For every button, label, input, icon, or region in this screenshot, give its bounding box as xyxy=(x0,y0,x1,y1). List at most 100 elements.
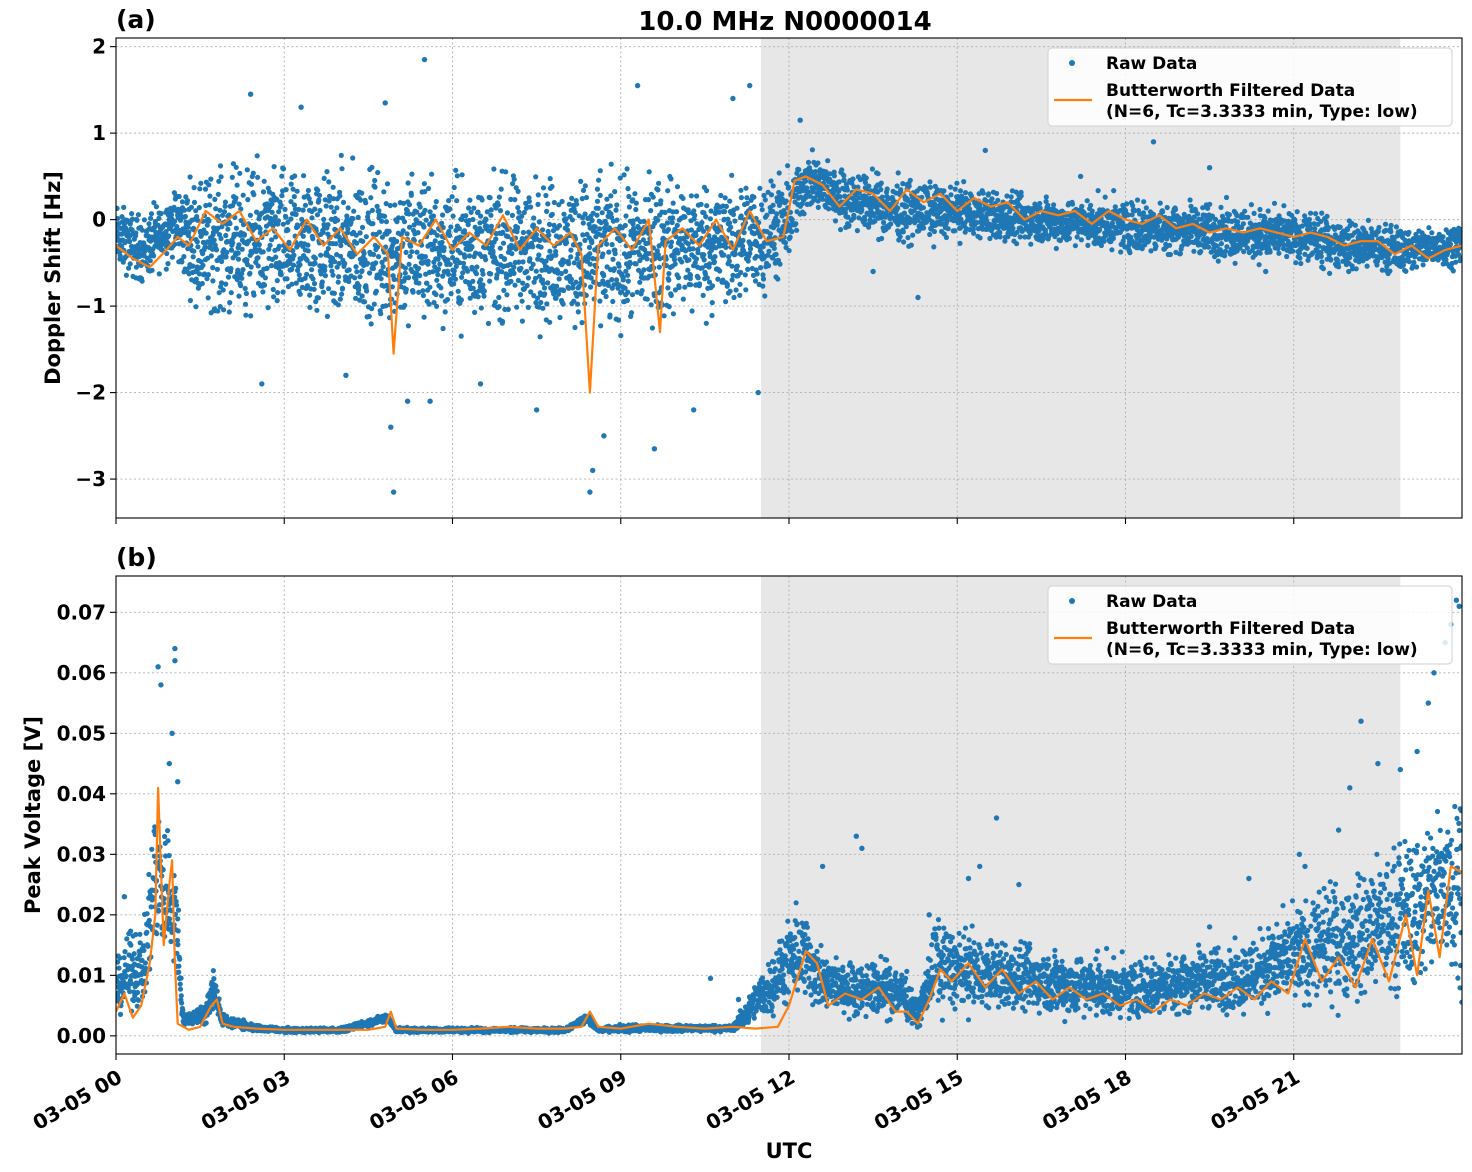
data-point xyxy=(518,265,524,271)
data-point xyxy=(269,201,275,207)
data-point xyxy=(345,226,351,232)
data-point xyxy=(233,164,239,170)
data-point xyxy=(251,192,257,198)
data-point xyxy=(563,216,569,222)
data-point xyxy=(566,201,572,207)
data-point xyxy=(508,196,514,202)
data-point xyxy=(831,173,838,179)
data-point xyxy=(519,236,525,242)
data-point xyxy=(747,250,753,256)
data-point xyxy=(215,191,221,197)
data-point xyxy=(1037,200,1043,207)
data-point xyxy=(424,280,430,286)
data-point xyxy=(689,308,695,314)
data-point xyxy=(625,278,631,284)
data-point xyxy=(1393,224,1399,230)
data-point xyxy=(1130,202,1136,209)
data-point xyxy=(541,285,548,291)
data-point xyxy=(863,175,869,181)
data-point xyxy=(127,238,133,245)
data-point xyxy=(839,167,845,173)
data-point xyxy=(265,305,271,311)
data-point xyxy=(305,248,311,254)
data-point xyxy=(699,265,705,271)
data-point xyxy=(805,159,812,165)
data-point xyxy=(312,260,318,266)
data-point xyxy=(199,280,205,287)
data-point xyxy=(187,174,193,180)
data-point xyxy=(1014,241,1020,247)
data-point xyxy=(655,187,661,193)
data-point xyxy=(271,294,277,300)
data-point xyxy=(602,225,608,231)
data-point xyxy=(634,289,640,295)
data-point xyxy=(583,194,590,201)
data-point xyxy=(1257,250,1263,256)
data-point xyxy=(314,212,321,218)
data-point xyxy=(1274,218,1280,224)
data-point xyxy=(350,216,356,222)
data-point xyxy=(587,251,593,257)
data-point xyxy=(368,321,374,327)
data-point xyxy=(644,256,650,262)
data-point xyxy=(408,243,414,249)
data-point xyxy=(208,253,214,259)
data-point xyxy=(610,256,616,262)
data-point xyxy=(670,200,676,206)
data-point xyxy=(997,234,1003,240)
data-point xyxy=(631,225,637,232)
data-point xyxy=(1365,217,1371,223)
data-point xyxy=(612,251,618,257)
data-point xyxy=(609,277,615,283)
data-point xyxy=(699,220,705,226)
data-point xyxy=(508,278,514,284)
data-point xyxy=(359,190,365,196)
data-point xyxy=(453,167,459,173)
data-point xyxy=(346,267,352,273)
data-point xyxy=(288,199,294,205)
data-point xyxy=(310,236,316,242)
data-point xyxy=(274,298,280,304)
data-point xyxy=(869,166,876,172)
data-point xyxy=(1078,237,1084,243)
data-point xyxy=(1376,224,1382,231)
data-point xyxy=(517,292,524,298)
data-point xyxy=(422,207,428,213)
data-point xyxy=(312,206,318,212)
data-point xyxy=(957,240,963,246)
data-point xyxy=(550,228,557,234)
data-point xyxy=(193,276,199,282)
data-point xyxy=(448,224,454,230)
data-point xyxy=(371,301,377,307)
data-point xyxy=(245,197,251,203)
data-point xyxy=(187,297,193,304)
data-point xyxy=(609,242,615,248)
data-point xyxy=(380,264,386,270)
data-point xyxy=(688,193,695,199)
data-point xyxy=(931,244,937,250)
data-point xyxy=(1188,203,1194,209)
data-point xyxy=(459,274,465,280)
data-point xyxy=(406,261,412,267)
data-point xyxy=(306,196,312,202)
data-point xyxy=(257,230,263,236)
data-point xyxy=(473,271,479,277)
data-point xyxy=(898,187,904,193)
data-point xyxy=(1215,258,1221,264)
data-point xyxy=(1069,201,1076,207)
data-point xyxy=(223,254,229,260)
data-point xyxy=(722,208,728,215)
data-point xyxy=(352,275,358,281)
data-point xyxy=(622,222,628,229)
data-point xyxy=(713,245,719,251)
data-point xyxy=(527,256,533,262)
data-point xyxy=(470,285,476,291)
data-point xyxy=(572,324,578,331)
data-point xyxy=(1095,188,1101,194)
data-point xyxy=(578,178,584,184)
data-point xyxy=(597,168,603,174)
data-point xyxy=(732,218,738,224)
data-point xyxy=(1205,205,1211,211)
data-point xyxy=(453,263,459,269)
data-point xyxy=(501,256,508,262)
